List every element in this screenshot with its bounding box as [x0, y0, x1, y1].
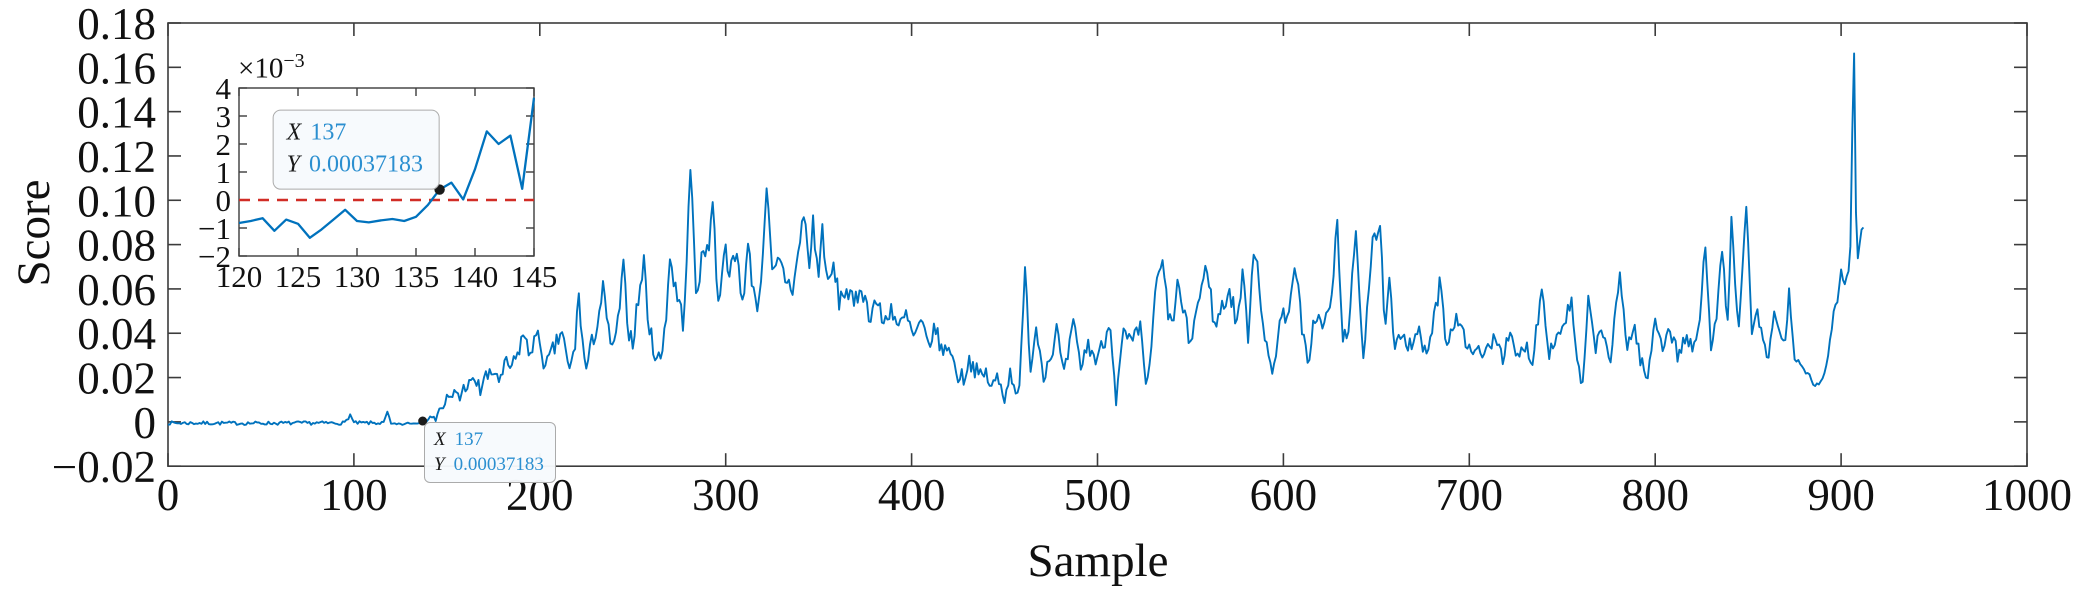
y-tick-label: 0.04 — [77, 309, 156, 359]
datatip-y-row: Y 0.00037183 — [287, 149, 423, 181]
inset-y-tick-label: 3 — [216, 99, 232, 134]
y-tick-label: 0 — [134, 398, 157, 448]
y-axis-label: Score — [8, 179, 60, 287]
x-tick-label: 600 — [1250, 470, 1318, 520]
inset-x-tick-label: 130 — [334, 259, 381, 294]
main-axes: 0 100 200 300 400 500 600 700 800 900 1000−0.0200.… — [52, 0, 2072, 520]
inset-y-tick-label: 2 — [216, 127, 232, 162]
x-tick-label: 300 — [692, 470, 760, 520]
x-tick-label: 900 — [1807, 470, 1875, 520]
exponent-prefix: ×10 — [238, 52, 284, 85]
x-tick-label: 500 — [1064, 470, 1132, 520]
datatip-x-value: 137 — [310, 119, 347, 146]
inset-y-tick-label: 0 — [216, 183, 232, 218]
datatip-x-label: X — [286, 119, 302, 146]
datatip-x-value: 137 — [454, 429, 484, 450]
datatip-x-row: X 137 — [287, 118, 423, 150]
y-tick-label: 0.02 — [77, 354, 156, 404]
x-tick-label: 400 — [878, 470, 946, 520]
y-tick-label: 0.10 — [77, 176, 156, 226]
inset-x-tick-label: 145 — [511, 259, 558, 294]
inset-exponent-label: ×10−3 — [238, 50, 305, 86]
score-series[interactable] — [167, 52, 1865, 426]
inset-y-tick-label: −2 — [198, 239, 231, 274]
inset-score-line[interactable] — [238, 97, 535, 239]
inset-plot — [238, 97, 535, 239]
inset-x-tick-label: 125 — [275, 259, 322, 294]
inset-y-tick-label: 4 — [216, 71, 232, 106]
inset-y-tick-label: −1 — [198, 211, 231, 246]
y-tick-label: 0.08 — [77, 221, 156, 271]
datatip-x-row: X 137 — [434, 427, 544, 452]
inset-x-tick-label: 135 — [393, 259, 440, 294]
datatip-y-row: Y 0.00037183 — [434, 452, 544, 477]
y-tick-label: −0.02 — [52, 442, 156, 492]
inset-x-tick-label: 120 — [216, 259, 263, 294]
y-tick-label: 0.12 — [77, 132, 156, 182]
x-tick-label: 1000 — [1982, 470, 2072, 520]
x-tick-label: 0 — [157, 470, 180, 520]
inset-x-tick-label: 140 — [452, 259, 499, 294]
datatip-x-label: X — [434, 429, 446, 450]
x-tick-label: 100 — [320, 470, 388, 520]
datatip-y-value: 0.00037183 — [453, 454, 544, 476]
x-axis-label: Sample — [1027, 535, 1169, 587]
y-tick-label: 0.14 — [77, 88, 156, 138]
datatip-y-label: Y — [434, 454, 445, 476]
y-tick-label: 0.16 — [77, 43, 156, 93]
y-tick-label: 0.06 — [77, 265, 156, 315]
y-tick-label: 0.18 — [77, 0, 156, 49]
x-tick-label: 700 — [1436, 470, 1504, 520]
main-datatip[interactable]: X 137 Y 0.00037183 — [424, 422, 556, 484]
exponent-power: −3 — [283, 50, 305, 72]
datatip-y-value: 0.00037183 — [309, 151, 423, 178]
inset-datatip[interactable]: X 137 Y 0.00037183 — [272, 109, 440, 190]
datatip-y-label: Y — [286, 151, 300, 178]
inset-y-tick-label: 1 — [216, 155, 232, 190]
x-tick-label: 800 — [1621, 470, 1689, 520]
score-line[interactable] — [167, 52, 1865, 426]
